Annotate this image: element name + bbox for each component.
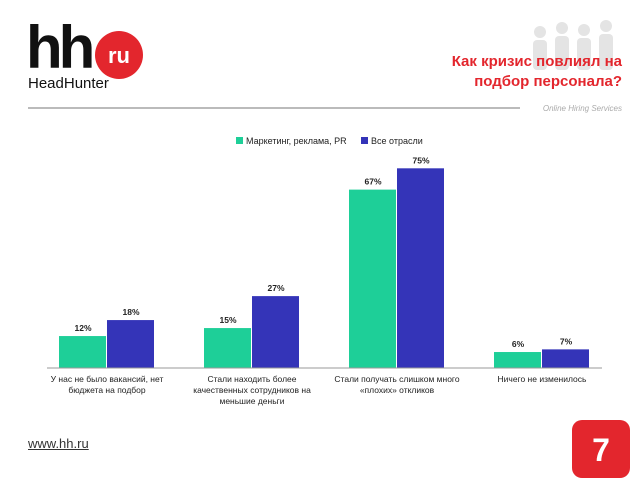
logo-name: HeadHunter bbox=[28, 75, 109, 92]
bar bbox=[107, 320, 154, 368]
value-label: 15% bbox=[219, 315, 236, 325]
legend-label: Все отрасли bbox=[371, 136, 423, 146]
legend-swatch bbox=[236, 137, 243, 144]
bar bbox=[397, 168, 444, 368]
footer-url[interactable]: www.hh.ru bbox=[28, 436, 89, 451]
bar bbox=[542, 349, 589, 368]
bar bbox=[204, 328, 251, 368]
value-label: 6% bbox=[512, 339, 525, 349]
value-label: 18% bbox=[122, 307, 139, 317]
logo-badge: ru bbox=[108, 43, 130, 68]
x-tick-label: Ничего не изменилось bbox=[497, 374, 587, 384]
x-tick-label: Стали получать слишком много «плохих» от… bbox=[334, 374, 460, 395]
legend-swatch bbox=[361, 137, 368, 144]
people-icons bbox=[533, 20, 613, 70]
bar bbox=[494, 352, 541, 368]
bar bbox=[59, 336, 106, 368]
value-label: 67% bbox=[364, 177, 381, 187]
bar bbox=[349, 189, 396, 368]
value-label: 7% bbox=[560, 336, 573, 346]
legend-label: Маркетинг, реклама, PR bbox=[246, 136, 347, 146]
value-label: 12% bbox=[74, 323, 91, 333]
logo-mark: hh bbox=[26, 14, 92, 81]
value-label: 75% bbox=[412, 155, 429, 165]
page-number: 7 bbox=[592, 432, 610, 468]
tagline: Online Hiring Services bbox=[543, 104, 622, 113]
bar bbox=[252, 296, 299, 368]
x-tick-label: У нас не было вакансий, нет бюджета на п… bbox=[50, 374, 164, 395]
page-badge bbox=[572, 420, 630, 478]
value-label: 27% bbox=[267, 283, 284, 293]
chart-title: Как кризис повлиял на подбор персонала? bbox=[451, 53, 622, 90]
x-tick-label: Стали находить более качественных сотруд… bbox=[193, 374, 311, 406]
logo-badge-circle bbox=[95, 31, 143, 79]
